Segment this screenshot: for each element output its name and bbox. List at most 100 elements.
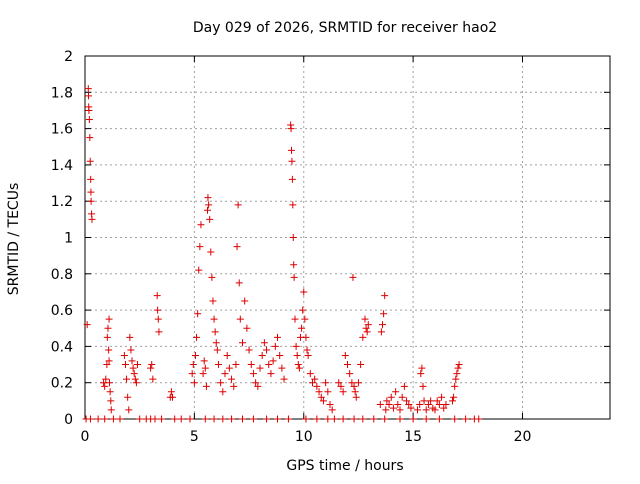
data-point (407, 404, 415, 412)
data-point (258, 351, 266, 359)
data-point (380, 310, 388, 318)
data-point (84, 85, 92, 93)
data-point (214, 361, 222, 369)
chart-title: Day 029 of 2026, SRMTID for receiver hao… (193, 20, 497, 36)
data-point (280, 375, 288, 383)
data-point (288, 146, 295, 154)
data-point (359, 333, 367, 341)
data-point (105, 315, 113, 323)
data-point (87, 188, 95, 196)
data-point (451, 415, 459, 423)
data-point (109, 415, 117, 423)
data-point (105, 357, 113, 365)
data-point (303, 346, 311, 354)
data-point (228, 415, 236, 423)
data-point (350, 415, 358, 423)
data-point (204, 206, 211, 214)
data-point (462, 415, 470, 423)
data-point (219, 388, 227, 396)
data-point (186, 415, 194, 423)
data-point (299, 306, 307, 314)
data-point (315, 388, 323, 396)
data-point (450, 393, 458, 401)
data-point (313, 415, 321, 423)
data-point (341, 351, 349, 359)
x-axis-label: GPS time / hours (286, 458, 403, 474)
data-point (121, 361, 129, 369)
data-point (419, 382, 427, 390)
data-point (379, 321, 386, 329)
data-point (398, 393, 406, 401)
data-point (475, 415, 483, 423)
data-point (405, 400, 413, 408)
data-point (125, 406, 133, 414)
data-point (132, 379, 140, 387)
data-point (101, 382, 109, 390)
data-point (249, 415, 257, 423)
y-tick-label: 0 (64, 412, 73, 428)
y-tick-label: 1.2 (51, 194, 73, 210)
data-point (210, 315, 218, 323)
data-point (94, 415, 102, 423)
data-point (294, 361, 302, 369)
y-tick-label: 0.4 (51, 339, 73, 355)
data-point (417, 370, 425, 378)
data-point (324, 415, 332, 423)
data-point (267, 370, 275, 378)
data-point (350, 382, 358, 390)
data-point (302, 415, 310, 423)
data-point (364, 321, 372, 329)
data-point (288, 157, 296, 165)
data-point (422, 415, 430, 423)
data-point (290, 261, 298, 269)
data-point (269, 357, 277, 365)
data-point (381, 292, 389, 300)
data-point (209, 297, 217, 305)
data-point (376, 400, 384, 408)
data-point (451, 382, 459, 390)
data-point (349, 273, 357, 281)
data-point (155, 328, 163, 336)
data-point (291, 315, 299, 323)
data-point (205, 201, 213, 209)
data-point (362, 324, 370, 332)
data-point (381, 415, 389, 423)
data-point (370, 415, 378, 423)
data-point (301, 315, 309, 323)
y-axis-label: SRMTID / TECUs (6, 183, 22, 296)
data-point (103, 333, 111, 341)
data-point (317, 393, 325, 401)
data-point (236, 315, 244, 323)
data-point (202, 382, 210, 390)
y-tick-label: 2 (64, 49, 73, 65)
data-point (427, 397, 435, 405)
data-point (147, 364, 155, 372)
data-point (169, 393, 176, 401)
data-point (239, 339, 246, 347)
data-point (217, 379, 225, 387)
data-point (177, 415, 185, 423)
data-point (256, 364, 264, 372)
data-point (134, 361, 141, 369)
data-point (208, 273, 216, 281)
data-point (293, 351, 301, 359)
data-point (328, 406, 336, 414)
data-point (274, 415, 281, 423)
data-point (354, 379, 362, 387)
data-point (389, 404, 397, 412)
data-point (435, 400, 443, 408)
data-point (292, 342, 300, 350)
data-point (387, 393, 395, 401)
data-point (213, 346, 221, 354)
data-point (127, 346, 135, 354)
data-point (335, 379, 343, 387)
x-tick-label: 15 (404, 429, 422, 445)
data-point (107, 406, 115, 414)
data-point (130, 370, 138, 378)
data-point (235, 279, 243, 287)
data-point (416, 400, 424, 408)
data-point (306, 370, 314, 378)
data-point (193, 333, 201, 341)
data-point (86, 415, 94, 423)
data-point (435, 415, 443, 423)
